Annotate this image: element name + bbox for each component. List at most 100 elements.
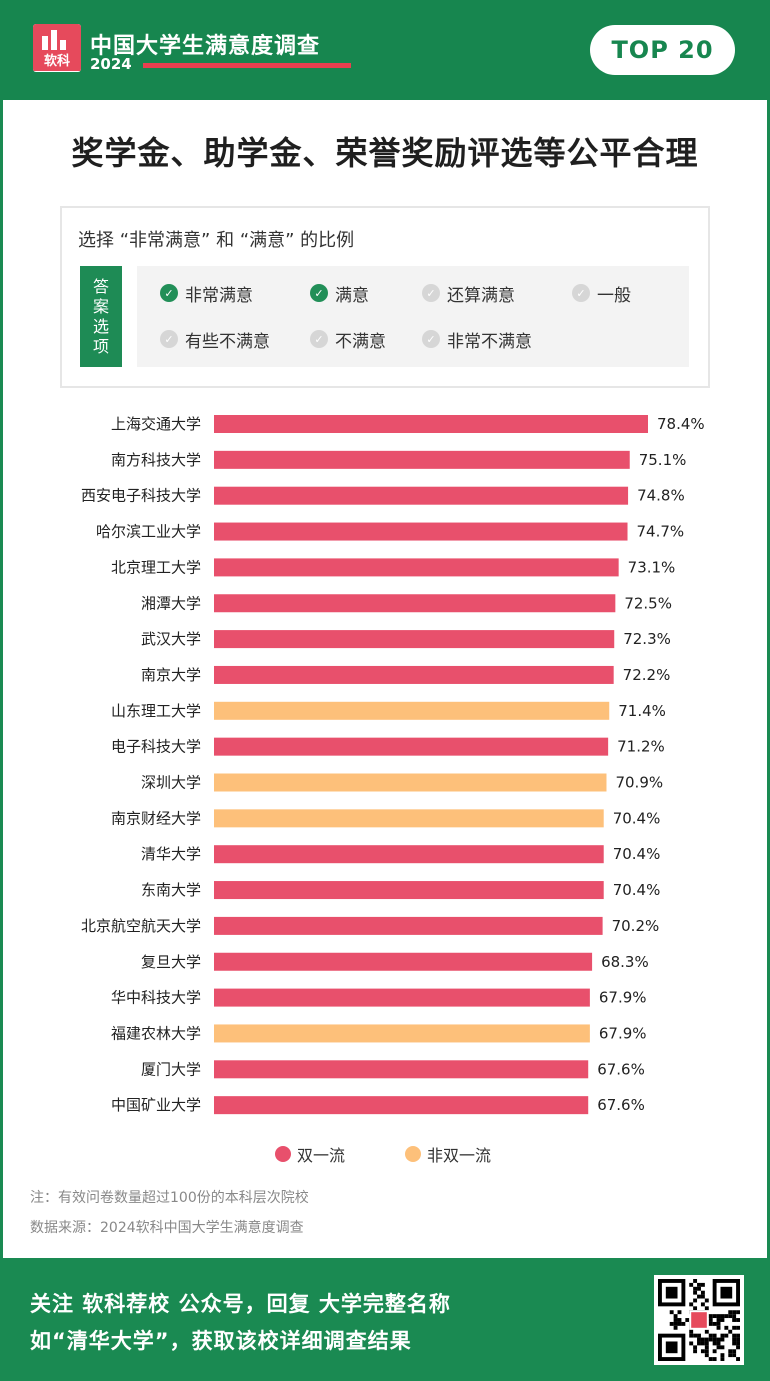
bar: [214, 701, 610, 720]
bar: [214, 1024, 590, 1043]
legend-item-double-first-class: 双一流: [275, 1142, 345, 1166]
legend-label: 双一流: [297, 1146, 346, 1165]
category-label: 南京大学: [141, 666, 201, 684]
survey-year: 2024: [90, 55, 132, 73]
legend-label: 非双一流: [427, 1146, 492, 1165]
bar: [214, 450, 630, 469]
legend-dot-icon: [405, 1146, 421, 1162]
survey-title: 中国大学生满意度调查: [90, 34, 321, 59]
option-somewhat-dissatisfied: ✓ 有些不满意: [160, 328, 270, 352]
value-label: 70.4%: [613, 845, 661, 863]
option-label: 非常满意: [185, 285, 253, 306]
tag-char: 项: [92, 336, 109, 356]
data-source: 数据来源：2024软科中国大学生满意度调查: [30, 1220, 304, 1236]
bar: [214, 881, 604, 900]
logo-text: 软科: [33, 52, 81, 71]
value-label: 74.8%: [637, 487, 685, 505]
category-label: 哈尔滨工业大学: [96, 523, 201, 541]
chart-legend: 双一流 非双一流: [0, 1142, 770, 1166]
option-very-dissatisfied: ✓ 非常不满意: [422, 328, 532, 352]
bar: [214, 522, 628, 541]
category-label: 深圳大学: [141, 774, 201, 792]
bar: [214, 665, 614, 684]
check-icon: ✓: [572, 284, 590, 302]
bar: [214, 809, 604, 828]
tag-char: 答: [92, 276, 109, 296]
option-very-satisfied: ✓ 非常满意: [160, 282, 253, 306]
bar: [214, 594, 616, 613]
check-icon: ✓: [422, 330, 440, 348]
category-label: 湘潭大学: [141, 594, 201, 612]
answer-options-tag: 答 案 选 项: [80, 266, 122, 367]
bar: [214, 845, 604, 864]
bar: [214, 486, 629, 505]
footer-follow-text: 关注 软科荐校 公众号，回复 大学完整名称: [30, 1292, 451, 1316]
category-label: 中国矿业大学: [111, 1096, 201, 1114]
options-caption: 选择 “非常满意” 和 “满意” 的比例: [78, 230, 355, 251]
bar: [214, 952, 593, 971]
category-label: 上海交通大学: [111, 415, 201, 433]
value-label: 67.6%: [597, 1060, 645, 1078]
value-label: 67.9%: [599, 989, 647, 1007]
option-satisfied: ✓ 满意: [310, 282, 369, 306]
value-label: 78.4%: [657, 415, 705, 433]
option-label: 满意: [335, 285, 369, 306]
bar: [214, 916, 603, 935]
value-label: 70.2%: [612, 917, 660, 935]
check-icon: ✓: [310, 284, 328, 302]
bar: [214, 737, 609, 756]
bar: [214, 415, 648, 433]
bar: [214, 630, 615, 649]
category-label: 电子科技大学: [111, 738, 201, 756]
answer-options-grid: ✓ 非常满意 ✓ 满意 ✓ 还算满意 ✓ 一般 ✓ 有些不满意 ✓ 不满意 ✓ …: [137, 266, 689, 367]
value-label: 72.5%: [624, 594, 672, 612]
tag-char: 案: [92, 296, 109, 316]
option-label: 非常不满意: [447, 331, 532, 352]
option-neutral: ✓ 一般: [572, 282, 631, 306]
category-label: 南方科技大学: [111, 451, 201, 469]
category-label: 北京航空航天大学: [81, 917, 201, 935]
qr-code[interactable]: [654, 1275, 744, 1365]
check-icon: ✓: [310, 330, 328, 348]
value-label: 70.4%: [613, 881, 661, 899]
category-label: 北京理工大学: [111, 558, 201, 576]
bar: [214, 1060, 589, 1079]
page-title: 奖学金、助学金、荣誉奖励评选等公平合理: [71, 134, 699, 172]
value-label: 71.2%: [617, 738, 665, 756]
value-label: 70.4%: [613, 809, 661, 827]
top-badge: TOP 20: [590, 25, 735, 75]
qr-code-image: [658, 1279, 740, 1361]
ruanke-logo: 软科: [33, 24, 81, 72]
legend-dot-icon: [275, 1146, 291, 1162]
value-label: 72.3%: [623, 630, 671, 648]
value-label: 72.2%: [623, 666, 671, 684]
value-label: 67.6%: [597, 1096, 645, 1114]
category-label: 南京财经大学: [111, 809, 201, 827]
option-label: 还算满意: [447, 285, 515, 306]
option-label: 一般: [597, 285, 631, 306]
tag-char: 选: [92, 316, 109, 336]
bar: [214, 988, 590, 1007]
value-label: 67.9%: [599, 1024, 647, 1042]
category-label: 东南大学: [141, 881, 201, 899]
value-label: 68.3%: [601, 953, 649, 971]
footnote: 注：有效问卷数量超过100份的本科层次院校: [30, 1190, 309, 1206]
bar: [214, 1096, 589, 1115]
category-label: 华中科技大学: [111, 989, 201, 1007]
footer-detail-text: 如“清华大学”，获取该校详细调查结果: [30, 1329, 412, 1353]
bar: [214, 773, 607, 792]
bar-chart: 上海交通大学 78.4% 南方科技大学 75.1% 西安电子科技大学 74.8% 哈尔滨工业…: [81, 415, 705, 1115]
category-label: 福建农林大学: [111, 1024, 201, 1042]
value-label: 74.7%: [637, 523, 685, 541]
category-label: 武汉大学: [141, 630, 201, 648]
value-label: 75.1%: [639, 451, 687, 469]
option-label: 不满意: [335, 331, 386, 352]
option-label: 有些不满意: [185, 331, 270, 352]
title-underline: [143, 63, 351, 68]
category-label: 清华大学: [141, 845, 201, 863]
legend-item-non-double-first-class: 非双一流: [405, 1142, 491, 1166]
option-dissatisfied: ✓ 不满意: [310, 328, 386, 352]
check-icon: ✓: [422, 284, 440, 302]
bar: [214, 558, 619, 577]
value-label: 73.1%: [628, 558, 676, 576]
